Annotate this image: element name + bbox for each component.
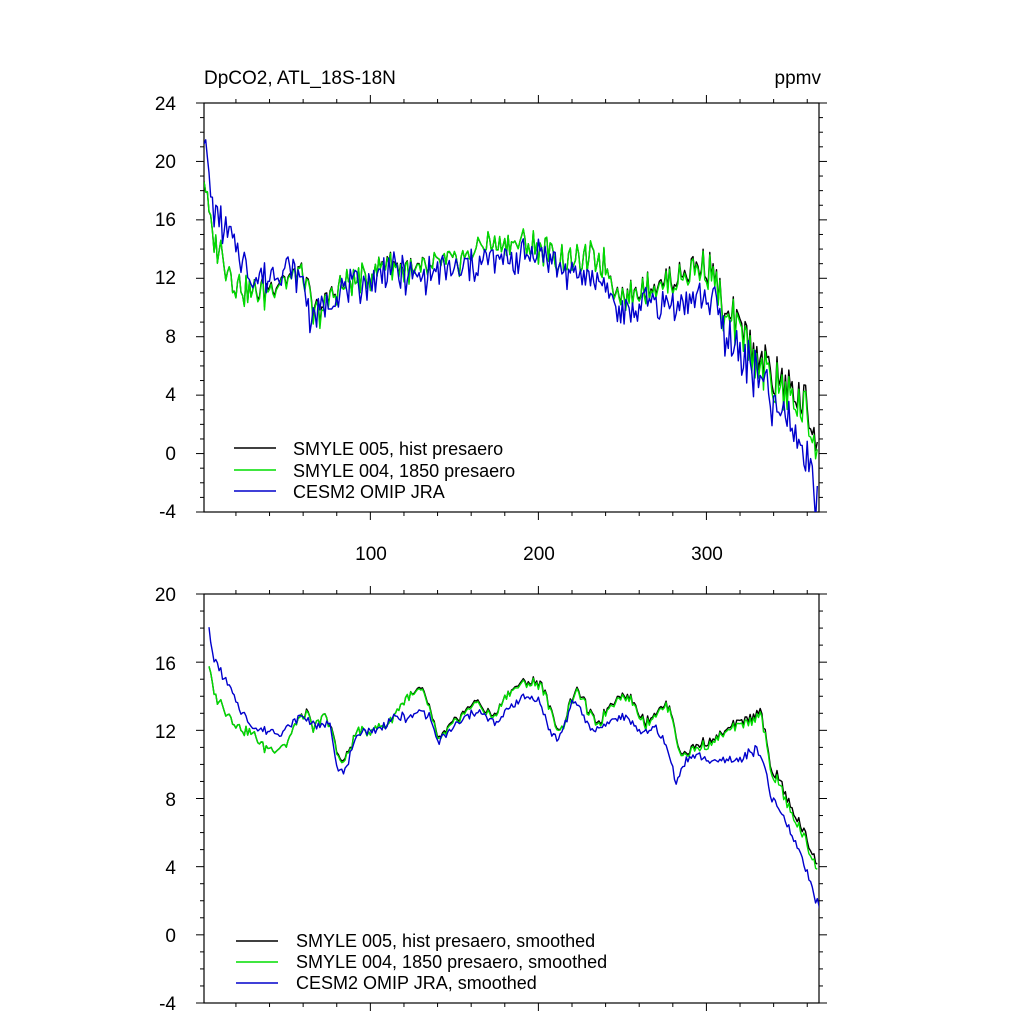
y-tick-label: 24 <box>155 94 177 115</box>
y-tick-label: 16 <box>155 210 176 231</box>
legend-label: SMYLE 005, hist presaero <box>293 439 503 459</box>
series-group-bottom <box>208 627 819 910</box>
y-tick-label: 0 <box>165 444 176 465</box>
x-tick-labels-top: 100 200 300 <box>355 544 723 565</box>
chart-top: DpCO2, ATL_18S-18N ppmv -4 0 4 8 12 16 2… <box>155 68 827 565</box>
legend-label: CESM2 OMIP JRA, smoothed <box>296 973 537 993</box>
legend-label: SMYLE 004, 1850 presaero <box>293 461 515 481</box>
x-tick-label: 200 <box>523 544 555 565</box>
y-tick-label: 4 <box>165 858 176 879</box>
series-line-3 <box>204 139 818 512</box>
series-line-2 <box>208 666 818 870</box>
legend-label: CESM2 OMIP JRA <box>293 482 445 502</box>
y-tick-label: -4 <box>159 994 176 1015</box>
x-tick-label: 300 <box>691 544 723 565</box>
legend-label: SMYLE 005, hist presaero, smoothed <box>296 931 595 951</box>
y-tick-label: -4 <box>159 502 176 523</box>
y-tick-labels-top: -4 0 4 8 12 16 20 24 <box>155 94 177 523</box>
y-tick-label: 8 <box>165 790 176 811</box>
series-line-2 <box>204 181 818 460</box>
y-tick-label: 12 <box>155 722 176 743</box>
legend-bottom: SMYLE 005, hist presaero, smoothed SMYLE… <box>236 931 607 993</box>
series-line-1 <box>208 666 818 865</box>
y-tick-label: 16 <box>155 654 176 675</box>
series-group-top <box>204 139 818 512</box>
tick-marks-top <box>196 95 827 520</box>
chart-title: DpCO2, ATL_18S-18N <box>204 68 396 89</box>
chart-bottom: -4 0 4 8 12 16 20 SMYLE 005, hist presae… <box>155 585 827 1015</box>
y-tick-label: 8 <box>165 327 176 348</box>
y-tick-label: 0 <box>165 926 176 947</box>
y-tick-label: 20 <box>155 585 176 606</box>
y-tick-labels-bottom: -4 0 4 8 12 16 20 <box>155 585 177 1015</box>
legend-label: SMYLE 004, 1850 presaero, smoothed <box>296 952 607 972</box>
x-tick-label: 100 <box>355 544 387 565</box>
units-label: ppmv <box>775 68 822 89</box>
tick-marks-bottom <box>196 586 827 1011</box>
legend-top: SMYLE 005, hist presaero SMYLE 004, 1850… <box>234 439 515 502</box>
y-tick-label: 4 <box>165 385 176 406</box>
series-line-3 <box>208 627 819 910</box>
y-tick-label: 12 <box>155 268 176 289</box>
y-tick-label: 20 <box>155 152 176 173</box>
